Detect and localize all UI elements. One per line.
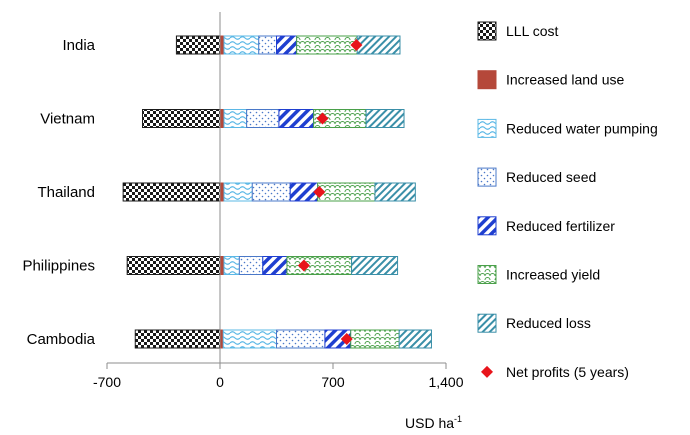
- category-labels: India Vietnam Thailand Philippines Cambodia: [22, 37, 95, 348]
- bar-cambodia-reduced-water-pumping: [222, 329, 278, 349]
- legend-swatch-reduced-fertilizer: [477, 216, 497, 236]
- legend-label-net-profits-5-years: Net profits (5 years): [506, 364, 629, 380]
- net-profit-marker-cambodia: [340, 333, 353, 345]
- legend-swatch-net-profits-5-years: [481, 365, 493, 378]
- x-tick-label: 0: [216, 374, 224, 390]
- net-profit-marker-vietnam: [316, 112, 329, 125]
- bar-india-reduced-loss: [356, 35, 401, 55]
- category-label-india: India: [62, 37, 95, 54]
- net-profit-marker-india: [350, 39, 363, 51]
- legend-label-reduced-loss: Reduced loss: [506, 315, 591, 331]
- bar-philippines-reduced-water-pumping: [223, 256, 240, 275]
- legend-label-lll-cost: LLL cost: [506, 23, 559, 39]
- bar-thailand-reduced-water-pumping: [223, 182, 253, 202]
- bar-india-reduced-water-pumping: [223, 35, 260, 55]
- x-axis-title: USD ha-1: [405, 414, 462, 431]
- x-tick-label: -700: [93, 374, 121, 390]
- bars-layer: [122, 35, 432, 349]
- bar-india-increased-yield: [296, 35, 358, 55]
- bar-thailand-increased-yield: [317, 182, 376, 202]
- legend-swatch-reduced-loss: [477, 313, 497, 333]
- bar-vietnam-reduced-water-pumping: [223, 109, 248, 128]
- bar-philippines-lll-cost: [126, 256, 221, 275]
- bar-cambodia-lll-cost: [134, 329, 221, 349]
- bar-philippines-reduced-loss: [351, 256, 399, 275]
- category-label-thailand: Thailand: [37, 184, 95, 201]
- x-axis: -700 0 700 1,400: [93, 12, 464, 390]
- bar-vietnam-reduced-loss: [365, 109, 405, 128]
- legend-label-increased-yield: Increased yield: [506, 267, 600, 283]
- legend-swatch-increased-yield: [477, 265, 497, 284]
- legend-label-reduced-water-pumping: Reduced water pumping: [506, 120, 658, 136]
- legend-label-increased-land-use: Increased land use: [506, 72, 625, 88]
- bar-cambodia-increased-yield: [350, 329, 400, 349]
- net-profit-marker-thailand: [313, 186, 326, 198]
- bar-india-reduced-seed: [258, 35, 278, 55]
- bar-thailand-increased-land-use: [219, 182, 225, 202]
- x-axis-title-sup: -1: [454, 414, 462, 424]
- bar-cambodia-reduced-seed: [276, 329, 326, 349]
- bar-india-increased-land-use: [219, 35, 225, 55]
- bar-vietnam-reduced-seed: [246, 109, 280, 128]
- bar-philippines-increased-yield: [286, 256, 353, 275]
- category-label-vietnam: Vietnam: [40, 111, 95, 128]
- bar-thailand-reduced-loss: [374, 182, 416, 202]
- bar-india-reduced-fertilizer: [276, 35, 298, 55]
- legend-swatch-reduced-water-pumping: [477, 118, 497, 138]
- legend-swatch-reduced-seed: [477, 167, 497, 187]
- legend-swatch-increased-land-use: [477, 70, 497, 90]
- bar-thailand-lll-cost: [122, 182, 221, 202]
- bar-vietnam-lll-cost: [142, 109, 221, 128]
- x-tick-label: 700: [321, 374, 345, 390]
- bar-philippines-reduced-fertilizer: [262, 256, 288, 275]
- legend-label-reduced-fertilizer: Reduced fertilizer: [506, 218, 615, 234]
- net-profit-marker-philippines: [297, 259, 310, 272]
- net-profit-markers: [297, 39, 363, 345]
- bar-vietnam-reduced-fertilizer: [278, 109, 315, 128]
- category-label-philippines: Philippines: [22, 258, 95, 275]
- x-axis-title-main: USD ha: [405, 415, 454, 431]
- legend: LLL cost Increased land use Reduced water …: [477, 21, 658, 380]
- x-tick-label: 1,400: [428, 374, 463, 390]
- category-label-cambodia: Cambodia: [27, 331, 96, 348]
- bar-philippines-reduced-seed: [238, 256, 264, 275]
- legend-swatch-lll-cost: [477, 21, 497, 41]
- legend-label-reduced-seed: Reduced seed: [506, 169, 596, 185]
- bar-vietnam-increased-land-use: [219, 109, 225, 128]
- bar-india-lll-cost: [175, 35, 221, 55]
- bar-philippines-increased-land-use: [219, 256, 225, 275]
- bar-cambodia-reduced-loss: [398, 329, 432, 349]
- bar-thailand-reduced-seed: [251, 182, 291, 202]
